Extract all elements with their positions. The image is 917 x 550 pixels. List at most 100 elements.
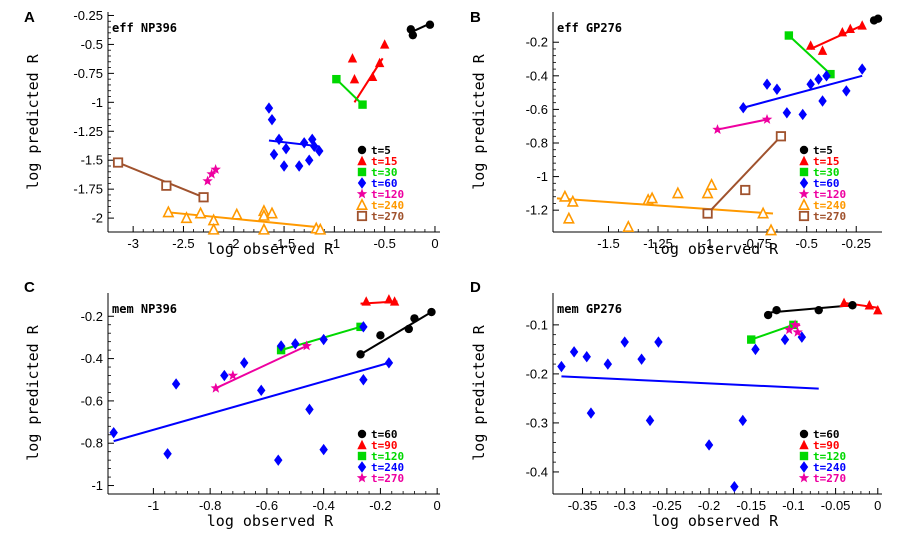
data-point-t60 — [842, 85, 851, 97]
y-tick-label: -0.75 — [73, 66, 103, 81]
data-point-t60 — [294, 160, 304, 172]
data-point-t15 — [379, 39, 390, 49]
data-point-t240 — [620, 336, 629, 348]
data-point-t30 — [358, 100, 367, 109]
legend-marker — [357, 167, 367, 177]
legend-marker — [356, 472, 368, 483]
x-tick-label: -0.6 — [256, 498, 278, 513]
x-tick-label: 0 — [874, 498, 881, 513]
panel-label: D — [470, 279, 481, 296]
legend-marker — [357, 177, 367, 189]
data-point-t90 — [361, 296, 371, 306]
data-point-t60 — [857, 63, 867, 75]
x-tick-label: -0.05 — [821, 498, 851, 513]
data-point-t240 — [314, 222, 327, 235]
y-tick-label: -1 — [91, 478, 103, 493]
legend-label: t=120 — [813, 450, 846, 463]
panel-title: mem GP276 — [557, 302, 622, 316]
y-tick-label: -0.4 — [526, 68, 548, 83]
legend-label: t=270 — [371, 210, 404, 223]
data-point-t240 — [562, 211, 575, 224]
legend-marker — [357, 439, 367, 450]
panel-label: C — [24, 279, 35, 296]
panel-title: eff GP276 — [557, 21, 622, 35]
legend-label: t=15 — [371, 155, 398, 168]
data-point-t60 — [739, 102, 748, 114]
x-tick-label: -0.25 — [841, 236, 871, 251]
data-point-t240 — [738, 414, 748, 427]
data-point-t15 — [857, 20, 867, 30]
data-point-t240 — [194, 206, 207, 219]
data-point-t60 — [772, 305, 781, 315]
y-axis-label: log predicted R — [470, 53, 488, 189]
legend-marker — [357, 451, 367, 461]
legend-marker — [798, 188, 810, 199]
y-tick-label: -1.2 — [526, 203, 548, 218]
data-point-t240 — [162, 205, 175, 218]
legend-label: t=60 — [813, 177, 840, 190]
data-point-t240 — [765, 223, 778, 236]
data-point-t90 — [864, 300, 875, 310]
x-tick-label: -1.5 — [597, 236, 619, 251]
x-tick-label: -0.25 — [652, 498, 682, 513]
legend-label: t=60 — [371, 177, 398, 190]
y-tick-label: -2 — [91, 211, 103, 226]
fit-line-t120 — [717, 118, 768, 131]
data-point-t120 — [761, 114, 773, 124]
legend-label: t=120 — [813, 188, 846, 201]
data-point-t240 — [654, 336, 663, 348]
data-point-t120 — [747, 335, 756, 344]
data-point-t240 — [276, 340, 286, 352]
legend-marker — [799, 451, 809, 461]
legend-label: t=240 — [371, 461, 404, 474]
data-point-t240 — [566, 194, 579, 207]
y-tick-label: -0.3 — [526, 415, 548, 430]
data-point-t30 — [784, 31, 794, 40]
y-axis-label: log predicted R — [24, 53, 42, 189]
fit-line-t240 — [168, 211, 321, 229]
data-point-t90 — [873, 304, 883, 315]
x-tick-label: -0.5 — [373, 236, 395, 251]
x-axis-label: log observed R — [652, 240, 779, 258]
data-point-t15 — [367, 71, 378, 82]
data-point-t240 — [384, 357, 394, 369]
data-point-t270 — [198, 192, 209, 203]
data-point-t270 — [775, 131, 787, 142]
data-point-t60 — [848, 301, 857, 310]
legend-label: t=120 — [371, 450, 404, 463]
data-point-t15 — [837, 26, 848, 37]
data-point-t15 — [805, 40, 816, 50]
fit-line-t15 — [810, 24, 863, 50]
data-point-t60 — [772, 83, 782, 95]
data-point-t240 — [704, 439, 714, 451]
legend-label: t=120 — [371, 188, 404, 201]
y-tick-label: -1 — [536, 169, 548, 184]
fit-line-t270 — [706, 135, 782, 215]
fit-line-t60 — [743, 74, 863, 109]
legend-marker — [799, 177, 809, 189]
data-point-t15 — [349, 73, 360, 84]
legend-marker — [798, 210, 810, 222]
fit-line-t30 — [335, 78, 364, 106]
legend-marker — [357, 461, 367, 473]
data-point-t240 — [109, 426, 118, 439]
data-point-t240 — [220, 369, 229, 382]
x-tick-label: -0.75 — [742, 236, 772, 251]
legend-marker — [798, 198, 810, 210]
data-point-t240 — [557, 360, 566, 373]
data-point-t240 — [780, 333, 790, 346]
data-point-t60 — [427, 307, 436, 317]
y-tick-label: -0.2 — [526, 35, 548, 50]
x-tick-label: 0 — [431, 236, 438, 251]
data-point-t240 — [757, 206, 770, 219]
fit-line-t240 — [556, 197, 774, 215]
data-point-t60 — [267, 113, 277, 126]
y-tick-label: -0.2 — [81, 309, 103, 324]
x-tick-label: -1.5 — [273, 236, 295, 251]
legend-label: t=270 — [371, 472, 404, 485]
panel-title: mem NP396 — [112, 302, 177, 316]
y-tick-label: -1 — [91, 95, 103, 110]
